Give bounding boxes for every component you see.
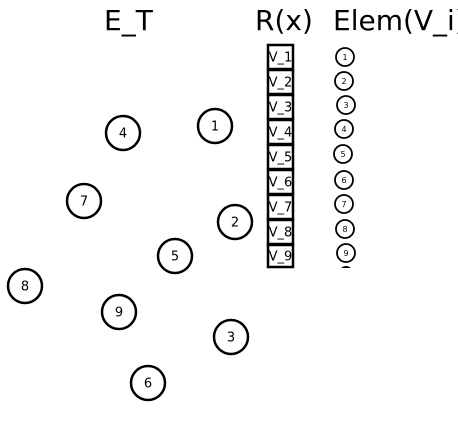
- elem-node: 9: [336, 243, 356, 263]
- elem-node-label: 8: [342, 225, 347, 234]
- elem-node: 1: [335, 47, 355, 67]
- elem-node-circle: [336, 243, 356, 263]
- elem-node-circle: [334, 194, 354, 214]
- et-node-circle: [156, 237, 194, 275]
- et-node: 2: [216, 203, 254, 241]
- et-node-label: 6: [144, 377, 152, 392]
- rx-cell-label: V_1: [269, 51, 293, 66]
- elem-node-label: 1: [342, 53, 347, 62]
- et-node-circle: [212, 318, 250, 356]
- rx-heading: R(x): [255, 4, 313, 37]
- elem-node: 8: [335, 219, 355, 239]
- et-node: 9: [100, 293, 138, 331]
- et-node: 6: [129, 364, 167, 402]
- rx-cell: V_2: [266, 68, 295, 96]
- rx-cell: V_9: [266, 243, 295, 269]
- et-node: 8: [6, 267, 44, 305]
- elem-column-trailing-mark: [341, 266, 351, 268]
- rx-cell: V_5: [266, 143, 295, 171]
- et-node-label: 7: [80, 195, 88, 210]
- et-node: 3: [212, 318, 250, 356]
- rx-cell-box: [266, 43, 295, 71]
- elem-node-label: 5: [340, 150, 345, 159]
- et-node-circle: [216, 203, 254, 241]
- elem-node-circle: [334, 119, 354, 139]
- elem-node: 2: [334, 71, 354, 91]
- rx-cell-label: V_4: [269, 126, 293, 141]
- et-node: 4: [104, 114, 142, 152]
- elem-node-label: 9: [343, 249, 348, 258]
- elem-node-circle: [334, 71, 354, 91]
- rx-cell-label: V_9: [269, 250, 293, 265]
- elem-node-label: 4: [341, 125, 346, 134]
- et-node: 7: [65, 182, 103, 220]
- elem-column: 1 2 3 4 5 6 7 8 9: [333, 47, 356, 268]
- et-node: 5: [156, 237, 194, 275]
- elem-node-label: 2: [341, 77, 346, 86]
- et-node-label: 3: [227, 331, 235, 346]
- rx-cell-box: [266, 243, 295, 269]
- elem-node-circle: [335, 47, 355, 67]
- et-node-circle: [6, 267, 44, 305]
- elem-node: 4: [334, 119, 354, 139]
- rx-cell: V_6: [266, 168, 295, 196]
- rx-cell-label: V_6: [269, 176, 293, 191]
- elem-node-label: 6: [341, 176, 346, 185]
- et-node: 1: [196, 107, 234, 145]
- rx-cell-label: V_8: [269, 226, 293, 241]
- rx-cell: V_3: [266, 93, 295, 121]
- rx-column: V_1 V_2 V_3 V_4 V_5 V_6 V_7 V_8 V_9: [266, 43, 295, 269]
- et-heading: E_T: [104, 4, 153, 37]
- et-node-circle: [129, 364, 167, 402]
- elem-node-circle: [334, 170, 354, 190]
- rx-cell-label: V_7: [269, 201, 293, 216]
- elem-node-circle: [336, 95, 356, 115]
- elem-node: 6: [334, 170, 354, 190]
- elem-node-circle: [335, 219, 355, 239]
- et-node-circle: [65, 182, 103, 220]
- et-node-circle: [100, 293, 138, 331]
- elem-node-label: 7: [341, 200, 346, 209]
- rx-cell-label: V_2: [269, 76, 293, 91]
- rx-cell-label: V_3: [269, 101, 293, 116]
- rx-cell-box: [266, 93, 295, 121]
- et-node-label: 9: [115, 306, 123, 321]
- et-node-group: 1 2 3 4 5 6 7 8 9: [6, 107, 254, 402]
- elem-node: 7: [334, 194, 354, 214]
- rx-cell-label: V_5: [269, 151, 293, 166]
- et-node-label: 1: [211, 120, 219, 135]
- et-node-label: 2: [231, 216, 239, 231]
- elem-node-circle: [333, 144, 353, 164]
- elem-node: 5: [333, 144, 353, 164]
- et-node-label: 5: [171, 250, 179, 265]
- rx-cell: V_4: [266, 118, 295, 146]
- rx-cell: V_7: [266, 193, 295, 221]
- elem-node-label: 3: [343, 101, 348, 110]
- et-node-label: 4: [119, 127, 127, 142]
- elem-node: 3: [336, 95, 356, 115]
- rx-cell: V_8: [266, 218, 295, 246]
- rx-cell-box: [266, 218, 295, 246]
- elem-heading: Elem(V_i): [333, 4, 458, 37]
- rx-cell-box: [266, 118, 295, 146]
- et-node-circle: [196, 107, 234, 145]
- rx-cell: V_1: [266, 43, 295, 71]
- et-node-circle: [104, 114, 142, 152]
- et-node-label: 8: [21, 280, 29, 295]
